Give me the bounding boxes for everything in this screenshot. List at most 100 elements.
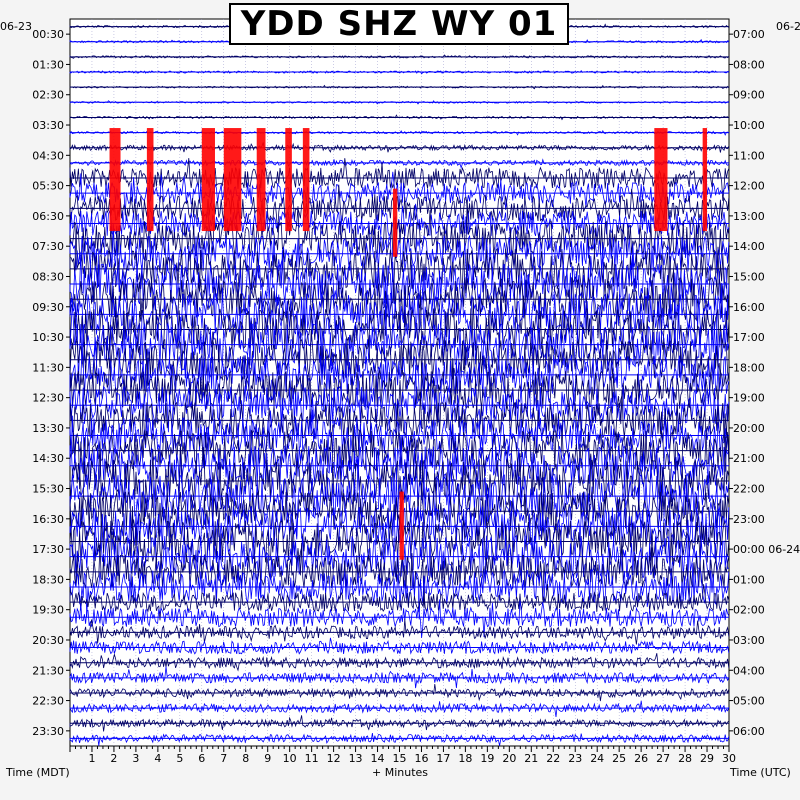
minute-tick-label: 5: [176, 752, 183, 765]
seismogram-trace-line: [69, 666, 730, 689]
clipped-event: [146, 128, 154, 232]
minute-tick-label: 2: [110, 752, 117, 765]
seismogram-trace-line: [69, 652, 730, 672]
right-tick-label: 04:00: [733, 664, 765, 677]
minute-tick-label: 1: [88, 752, 95, 765]
minute-tick-label: 20: [502, 752, 516, 765]
minute-tick-label: 14: [371, 752, 385, 765]
right-tick-label: 09:00: [733, 89, 765, 102]
title-box: YDD SHZ WY 01: [229, 3, 569, 45]
minute-tick-label: 12: [327, 752, 341, 765]
left-tick-label: 16:30: [32, 513, 64, 526]
clipped-event: [285, 128, 292, 232]
minutes-axis: 1 2 3 4 5 6 7 8 9 10 11 12 13 14 15 16 17 18 19 20 21 22 23 24 2…: [69, 746, 736, 765]
seismogram-trace-line: [69, 422, 730, 490]
left-tick-label: 04:30: [32, 149, 64, 162]
right-tick-label: 17:00: [733, 331, 765, 344]
minute-tick-label: 3: [132, 752, 139, 765]
minute-tick-label: 9: [264, 752, 271, 765]
seismogram-trace-line: [69, 715, 730, 732]
minute-tick-label: 29: [700, 752, 714, 765]
right-tick-label: 08:00: [733, 58, 765, 71]
right-tick-label: 06:00: [733, 725, 765, 738]
clipped-event-markers: [109, 128, 708, 560]
seismogram-traces: [69, 23, 730, 746]
minute-tick-label: 26: [634, 752, 648, 765]
minute-tick-label: 18: [458, 752, 472, 765]
clipped-event: [392, 188, 398, 257]
left-tick-label: 17:30: [32, 543, 64, 556]
seismogram-trace-line: [69, 129, 730, 136]
seismogram-trace-line: [69, 584, 730, 621]
seismogram-trace-line: [69, 637, 730, 655]
clipped-event: [702, 128, 708, 232]
left-tick-label: 10:30: [32, 331, 64, 344]
left-tick-label: 02:30: [32, 89, 64, 102]
seismogram-trace-line: [69, 170, 730, 216]
right-tick-label: 23:00: [733, 513, 765, 526]
left-tick-label: 11:30: [32, 361, 64, 374]
minute-tick-label: 21: [524, 752, 538, 765]
left-tick-label: 15:30: [32, 483, 64, 496]
seismogram-trace-line: [69, 158, 730, 201]
left-tick-label: 08:30: [32, 270, 64, 283]
right-tick-label: 20:00: [733, 422, 765, 435]
left-tick-label: 22:30: [32, 695, 64, 708]
minute-tick-label: 8: [242, 752, 249, 765]
left-tick-label: 21:30: [32, 664, 64, 677]
right-tick-label: 11:00: [733, 149, 765, 162]
seismogram-trace-line: [69, 199, 730, 274]
seismogram-trace-line: [69, 223, 730, 289]
seismogram-trace-line: [69, 506, 730, 583]
seismogram-trace-line: [69, 142, 730, 153]
right-tick-label: 22:00: [733, 483, 765, 496]
left-tick-label: 18:30: [32, 573, 64, 586]
minute-tick-label: 28: [678, 752, 692, 765]
clipped-event: [399, 491, 404, 560]
minute-tick-label: 25: [612, 752, 626, 765]
right-tick-label: 03:00: [733, 634, 765, 647]
minute-tick-label: 17: [436, 752, 450, 765]
right-tick-label: 02:00: [733, 604, 765, 617]
seismogram-trace-line: [69, 203, 730, 242]
left-date-label: 06-23: [0, 20, 32, 33]
seismogram-trace-line: [69, 184, 730, 233]
minute-tick-label: 7: [220, 752, 227, 765]
right-tick-label: 12:00: [733, 180, 765, 193]
left-tick-label: 12:30: [32, 392, 64, 405]
seismogram-trace-line: [69, 563, 730, 620]
left-tick-label: 19:30: [32, 604, 64, 617]
left-tick-label: 20:30: [32, 634, 64, 647]
left-tick-label: 06:30: [32, 210, 64, 223]
left-tick-label: 09:30: [32, 301, 64, 314]
left-tick-label: 07:30: [32, 240, 64, 253]
seismogram-trace-line: [69, 70, 729, 75]
minute-tick-label: 23: [568, 752, 582, 765]
clipped-event: [223, 128, 242, 232]
seismogram-trace-line: [69, 84, 730, 90]
seismogram-trace-line: [69, 54, 730, 59]
minute-tick-label: 13: [349, 752, 363, 765]
minute-tick-label: 6: [198, 752, 205, 765]
minute-tick-label: 4: [154, 752, 161, 765]
seismogram-trace-line: [69, 427, 729, 487]
clipped-event: [256, 128, 266, 232]
minute-tick-label: 24: [590, 752, 604, 765]
station-title: YDD SHZ WY 01: [240, 4, 558, 44]
seismogram-trace-line: [69, 338, 730, 404]
right-tick-label: 19:00: [733, 392, 765, 405]
x-axis-label: + Minutes: [372, 766, 429, 779]
seismogram-trace-line: [69, 364, 730, 442]
right-tick-label: 15:00: [733, 270, 765, 283]
minute-tick-label: 15: [393, 752, 407, 765]
clipped-event: [302, 128, 310, 232]
left-tick-label: 14:30: [32, 452, 64, 465]
seismogram-trace-line: [69, 483, 730, 550]
seismogram-trace-line: [69, 683, 730, 702]
seismogram-trace-line: [69, 733, 730, 746]
right-tick-label: 16:00: [733, 301, 765, 314]
right-tick-label: 14:00: [733, 240, 765, 253]
seismogram-trace-line: [69, 100, 729, 105]
seismogram-trace-line: [69, 480, 730, 540]
right-tick-label: 07:00: [733, 28, 765, 41]
